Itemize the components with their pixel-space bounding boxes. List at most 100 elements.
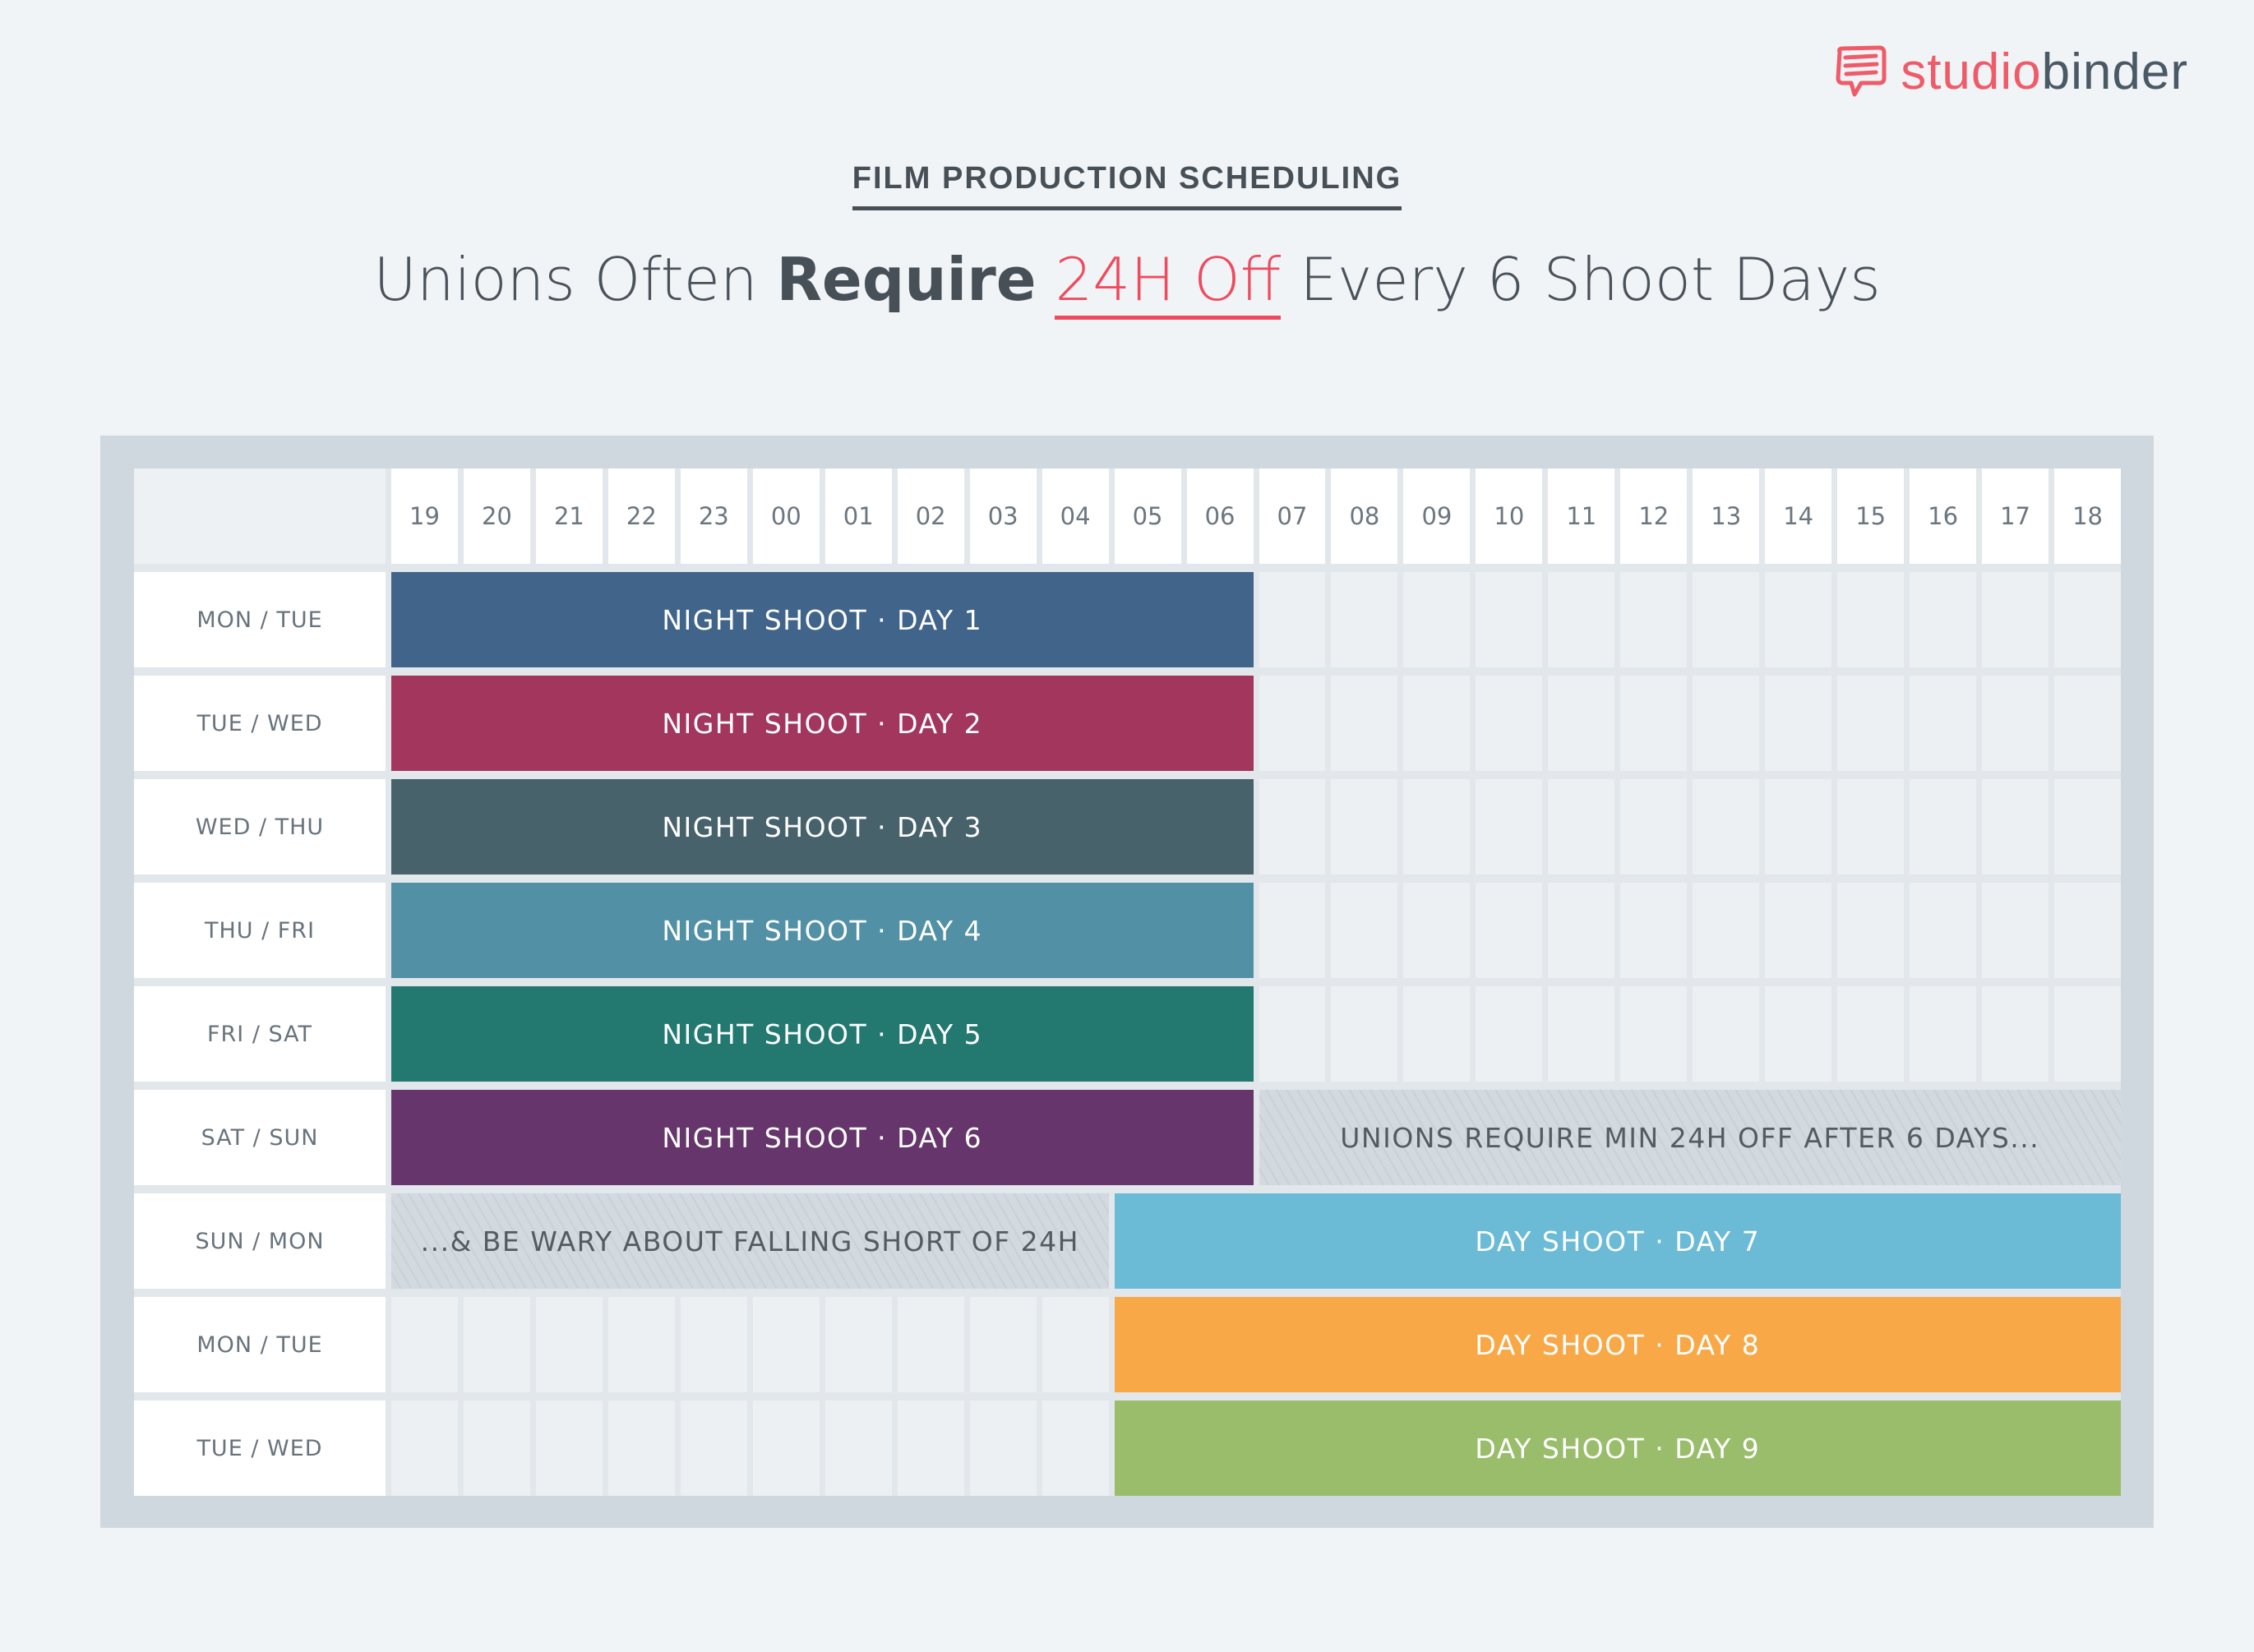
empty-cell <box>463 1401 530 1496</box>
empty-cell <box>680 1297 747 1392</box>
hour-header: 18 <box>2054 468 2121 564</box>
row-label: MON / TUE <box>134 1297 386 1392</box>
hour-header: 15 <box>1837 468 1905 564</box>
empty-cell <box>1548 883 1615 978</box>
title-bold: Require <box>776 245 1037 314</box>
empty-cell <box>1910 986 1977 1082</box>
empty-cell <box>1910 572 1977 667</box>
empty-cell <box>969 1297 1037 1392</box>
empty-cell <box>607 1297 675 1392</box>
empty-cell <box>535 1297 603 1392</box>
hour-header: 10 <box>1476 468 1543 564</box>
shoot-bar: DAY SHOOT · DAY 7 <box>1114 1193 2121 1289</box>
empty-cell <box>1910 883 1977 978</box>
note-block: UNIONS REQUIRE MIN 24H OFF AFTER 6 DAYS.… <box>1259 1090 2121 1185</box>
hour-header: 20 <box>463 468 530 564</box>
header-corner <box>134 468 386 564</box>
empty-cell <box>897 1297 964 1392</box>
empty-cell <box>1620 986 1688 1082</box>
hour-header: 16 <box>1910 468 1977 564</box>
studiobinder-logo: studiobinder <box>1833 43 2188 101</box>
empty-cell <box>391 1297 458 1392</box>
shoot-bar: NIGHT SHOOT · DAY 4 <box>391 883 1254 978</box>
empty-cell <box>2054 986 2121 1082</box>
empty-cell <box>1620 572 1688 667</box>
shoot-bar: DAY SHOOT · DAY 8 <box>1114 1297 2121 1392</box>
row-label: SUN / MON <box>134 1193 386 1289</box>
empty-cell <box>1837 779 1905 874</box>
shoot-bar: NIGHT SHOOT · DAY 1 <box>391 572 1254 667</box>
empty-cell <box>1620 676 1688 771</box>
hour-header: 12 <box>1620 468 1688 564</box>
empty-cell <box>1765 676 1832 771</box>
empty-cell <box>2054 676 2121 771</box>
page-title: Unions Often Require 24H Off Every 6 Sho… <box>0 245 2254 320</box>
logo-text-binder: binder <box>2041 44 2188 100</box>
empty-cell <box>824 1297 892 1392</box>
hour-header: 17 <box>1982 468 2049 564</box>
empty-cell <box>1548 676 1615 771</box>
empty-cell <box>1765 779 1832 874</box>
empty-cell <box>897 1401 964 1496</box>
title-highlight: 24H Off <box>1055 245 1282 320</box>
hour-header: 14 <box>1765 468 1832 564</box>
kicker-text: FILM PRODUCTION SCHEDULING <box>852 161 1402 210</box>
empty-cell <box>1331 779 1398 874</box>
empty-cell <box>1259 572 1326 667</box>
empty-cell <box>1548 779 1615 874</box>
empty-cell <box>1042 1401 1109 1496</box>
empty-cell <box>1982 676 2049 771</box>
note-block: ...& BE WARY ABOUT FALLING SHORT OF 24H <box>391 1193 1109 1289</box>
schedule-frame: 19 20 21 22 23 00 01 02 03 04 05 06 07 08 09 10 11 12 13 14… <box>100 436 2154 1528</box>
empty-cell <box>1765 986 1832 1082</box>
empty-cell <box>1765 572 1832 667</box>
shoot-bar: NIGHT SHOOT · DAY 2 <box>391 676 1254 771</box>
empty-cell <box>1403 572 1471 667</box>
empty-cell <box>1982 883 2049 978</box>
empty-cell <box>391 1401 458 1496</box>
empty-cell <box>1331 986 1398 1082</box>
row-label: MON / TUE <box>134 572 386 667</box>
empty-cell <box>1693 572 1760 667</box>
hour-header: 22 <box>607 468 675 564</box>
empty-cell <box>2054 572 2121 667</box>
empty-cell <box>1693 676 1760 771</box>
row-label: SAT / SUN <box>134 1090 386 1185</box>
hour-header: 00 <box>752 468 820 564</box>
empty-cell <box>1910 779 1977 874</box>
empty-cell <box>1620 883 1688 978</box>
logo-text-studio: studio <box>1901 44 2042 100</box>
shoot-bar: NIGHT SHOOT · DAY 5 <box>391 986 1254 1082</box>
empty-cell <box>1403 676 1471 771</box>
hour-header: 08 <box>1331 468 1398 564</box>
empty-cell <box>1331 676 1398 771</box>
empty-cell <box>1837 572 1905 667</box>
empty-cell <box>1910 676 1977 771</box>
empty-cell <box>824 1401 892 1496</box>
shoot-bar: NIGHT SHOOT · DAY 3 <box>391 779 1254 874</box>
row-label: FRI / SAT <box>134 986 386 1082</box>
empty-cell <box>1620 779 1688 874</box>
row-label: TUE / WED <box>134 1401 386 1496</box>
chat-bubble-icon <box>1836 45 1887 96</box>
hour-header: 01 <box>824 468 892 564</box>
hour-header: 02 <box>897 468 964 564</box>
empty-cell <box>1476 676 1543 771</box>
empty-cell <box>1476 572 1543 667</box>
empty-cell <box>1837 883 1905 978</box>
empty-cell <box>752 1297 820 1392</box>
empty-cell <box>1693 883 1760 978</box>
title-pre: Unions Often <box>373 245 777 314</box>
hour-header: 06 <box>1186 468 1254 564</box>
title-post: Every 6 Shoot Days <box>1281 245 1881 314</box>
empty-cell <box>1548 572 1615 667</box>
empty-cell <box>2054 779 2121 874</box>
hour-header: 09 <box>1403 468 1471 564</box>
shoot-bar: DAY SHOOT · DAY 9 <box>1114 1401 2121 1496</box>
empty-cell <box>1765 883 1832 978</box>
empty-cell <box>1259 986 1326 1082</box>
row-label: TUE / WED <box>134 676 386 771</box>
empty-cell <box>752 1401 820 1496</box>
hour-header: 05 <box>1114 468 1181 564</box>
hour-header: 07 <box>1259 468 1326 564</box>
